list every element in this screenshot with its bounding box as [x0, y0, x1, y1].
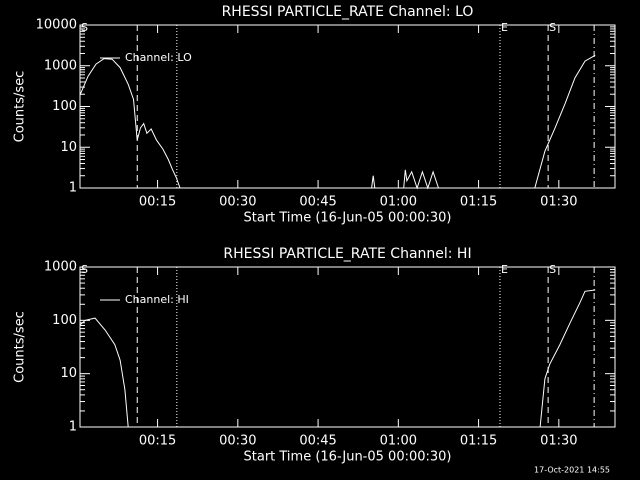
event-label: S — [549, 263, 556, 276]
timestamp: 17-Oct-2021 14:55 — [534, 466, 610, 475]
plot-frame — [79, 266, 616, 428]
y-tick-label: 1000 — [44, 58, 77, 73]
y-tick-label: 10 — [60, 366, 77, 381]
y-tick-label: 10 — [60, 140, 77, 155]
y-tick-label: 100 — [52, 313, 77, 328]
chart-title: RHESSI PARTICLE_RATE Channel: LO — [222, 4, 474, 20]
x-tick-label: 01:15 — [460, 195, 497, 210]
legend-label: Channel: HI — [125, 293, 189, 306]
event-label: E — [501, 21, 508, 34]
x-tick-label: 00:15 — [139, 434, 176, 449]
y-axis-label: Counts/sec — [13, 71, 28, 143]
plot-frame — [79, 24, 616, 189]
y-tick-label: 1 — [69, 420, 77, 435]
x-tick-label: 00:30 — [219, 434, 256, 449]
y-tick-label: 100 — [52, 99, 77, 114]
x-tick-label: 01:00 — [380, 434, 417, 449]
x-tick-label: 01:15 — [460, 434, 497, 449]
x-tick-label: 01:30 — [540, 434, 577, 449]
x-tick-label: 00:30 — [219, 195, 256, 210]
data-line — [79, 289, 596, 428]
x-axis-label: Start Time (16-Jun-05 00:00:30) — [244, 211, 452, 226]
y-tick-label: 1 — [69, 181, 77, 196]
event-label: S — [81, 263, 88, 276]
x-tick-label: 00:45 — [299, 434, 336, 449]
legend-label: Channel: LO — [125, 51, 192, 64]
event-label: S — [549, 21, 556, 34]
data-line — [79, 54, 596, 190]
x-tick-label: 01:00 — [380, 195, 417, 210]
event-label: S — [81, 21, 88, 34]
x-tick-label: 00:45 — [299, 195, 336, 210]
y-tick-label: 10000 — [36, 18, 77, 33]
y-axis-label: Counts/sec — [13, 311, 28, 383]
y-tick-label: 1000 — [44, 260, 77, 275]
event-label: E — [501, 263, 508, 276]
x-axis-label: Start Time (16-Jun-05 00:00:30) — [244, 450, 452, 465]
x-tick-label: 01:30 — [540, 195, 577, 210]
x-tick-label: 00:15 — [139, 195, 176, 210]
chart-title: RHESSI PARTICLE_RATE Channel: HI — [223, 246, 471, 262]
